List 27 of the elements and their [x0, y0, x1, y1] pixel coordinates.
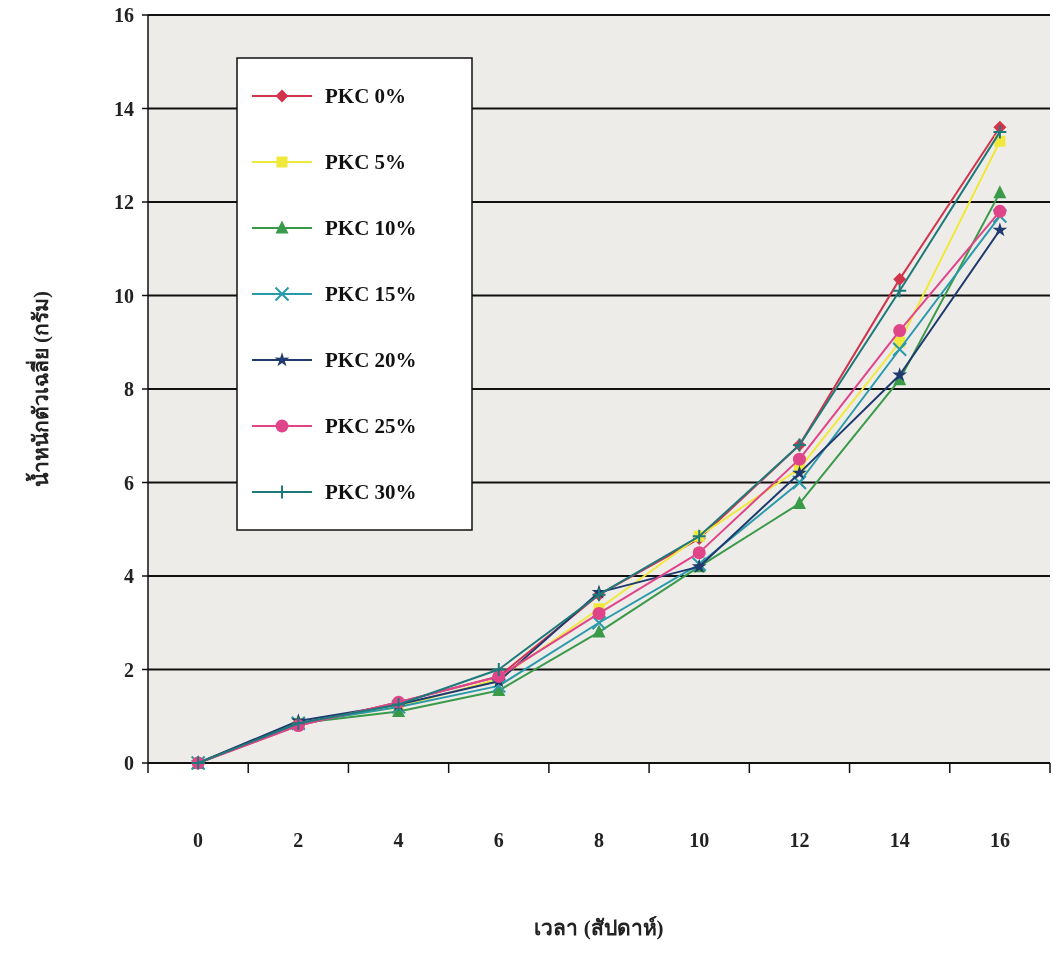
y-tick-label: 10 [114, 284, 134, 307]
legend-label: PKC 30% [325, 480, 417, 504]
x-tick-label: 0 [193, 829, 204, 851]
x-tick-label: 16 [989, 829, 1010, 851]
x-axis-title: เวลา (สัปดาห์) [534, 916, 664, 940]
y-tick-label: 8 [124, 378, 134, 400]
legend-label: PKC 15% [325, 282, 417, 306]
y-tick-label: 4 [124, 565, 134, 587]
legend-label: PKC 20% [325, 348, 417, 372]
x-tick-label: 10 [689, 829, 710, 851]
legend-label: PKC 10% [325, 216, 417, 240]
legend-label: PKC 25% [325, 414, 417, 438]
y-tick-label: 16 [114, 4, 134, 26]
x-tick-label: 12 [789, 829, 810, 851]
x-tick-label: 14 [889, 829, 910, 851]
x-tick-label: 2 [293, 829, 304, 851]
y-tick-label: 2 [124, 658, 134, 681]
x-tick-label: 6 [493, 829, 504, 851]
y-tick-label: 6 [124, 471, 134, 494]
y-tick-label: 0 [124, 752, 134, 774]
x-tick-label: 8 [594, 829, 604, 851]
y-axis-title: น้ำหนักตัวเฉลี่ย (กรัม) [25, 290, 53, 488]
y-tick-label: 12 [114, 191, 134, 213]
x-tick-label: 4 [393, 829, 404, 851]
legend-label: PKC 0% [325, 84, 407, 108]
y-tick-label: 14 [114, 97, 134, 120]
legend-label: PKC 5% [325, 150, 407, 174]
